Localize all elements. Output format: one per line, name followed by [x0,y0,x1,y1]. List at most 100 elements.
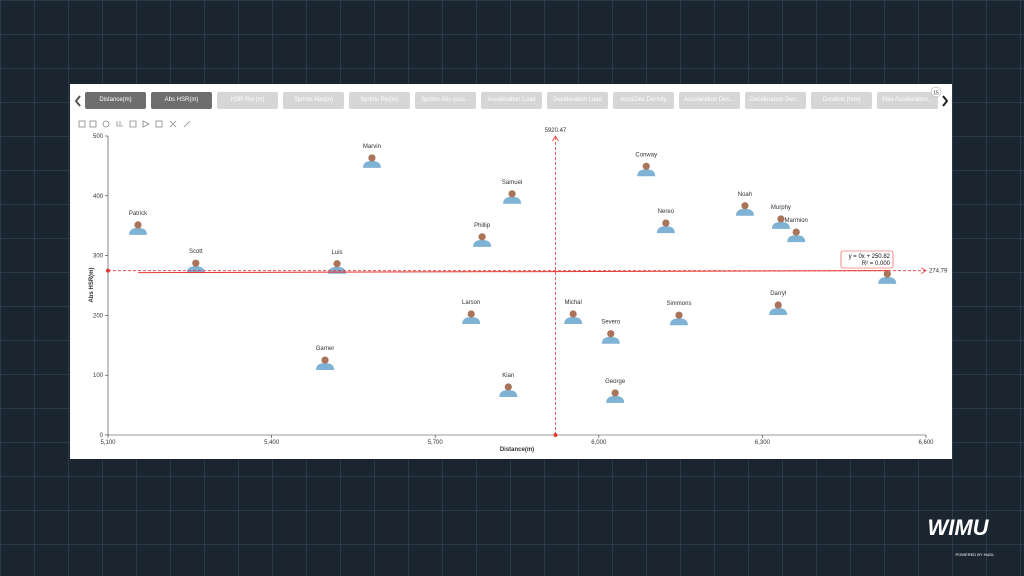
badge [930,86,942,98]
ref-y-label: 274.79 [929,269,948,275]
avatar-head [777,215,785,223]
avatar-body [878,276,897,284]
avatar-head [467,310,475,318]
avatar-body [499,389,518,397]
y-tick-label: 100 [93,373,104,379]
point-label: Phillip [474,223,491,229]
avatar-body [316,363,335,371]
avatar-head [569,310,577,318]
tab[interactable]: Distance(m) [85,92,146,109]
avatar-head [642,162,650,170]
x-tick-label: 6,000 [591,440,607,446]
avatar-head [478,233,486,241]
player-point [128,221,147,235]
tab[interactable]: Sprints Abs(m) [283,92,344,109]
point-label: George [605,379,626,385]
logo-sub: POWERED BY HUDL [955,552,995,557]
player-point [878,270,897,284]
point-label: Samuel [502,180,522,186]
badge-text: 15 [933,90,939,96]
y-tick-label: 0 [100,433,104,439]
tab[interactable]: Duration (mm) [811,92,872,109]
avatar-body [462,316,481,324]
point-label: Murphy [771,205,791,211]
y-tick-label: 400 [93,194,104,200]
tab[interactable]: Acceleration Load [481,92,542,109]
avatar-body [473,239,492,247]
avatar-body [735,208,754,216]
point-label: Kian [502,373,514,379]
point-label: Garner [316,346,335,352]
x-tick-label: 6,600 [918,440,934,446]
avatar-body [328,266,347,274]
player-point [473,233,492,247]
point-label: Scott [189,249,203,255]
trend-label: R² = 0.000 [862,261,891,267]
point-label: Severo [601,320,621,326]
player-point [564,310,583,324]
player-point [735,202,754,216]
player-point [669,311,688,326]
avatar-head [883,270,891,278]
ref-dot [553,433,558,437]
tab[interactable]: Abs HSR(m) [151,92,212,109]
player-point [499,383,518,397]
avatar-head [792,228,800,236]
avatar-head [321,356,329,364]
point-label: Nereo [658,209,675,215]
avatar-head [662,219,670,227]
tab[interactable]: Sprints Abs (cou... [415,92,476,109]
avatar-head [741,202,749,210]
tab[interactable]: Deceleration Load [547,92,608,109]
avatar-body [601,336,620,344]
avatar-head [675,311,683,319]
x-tick-label: 5,700 [428,440,444,446]
tab[interactable]: Max Acceleration... [877,92,938,109]
back-arrow[interactable] [74,95,81,107]
tab[interactable]: Acceleration Den... [679,92,740,109]
x-axis-title: Distance(m) [500,447,534,453]
player-point [601,330,620,344]
logo: WIMU [927,515,989,540]
avatar-body [656,226,675,234]
player-point [637,162,656,177]
avatar-body [362,160,381,168]
y-tick-label: 300 [93,254,104,260]
player-point [362,154,381,168]
point-label: Larson [462,300,480,306]
trend-label: y = 0x + 250.82 [849,254,891,260]
avatar-head [508,190,516,198]
tab[interactable]: Acc&Dec Density [613,92,674,109]
avatar-body [771,221,790,229]
point-label: Noah [738,192,752,198]
avatar-head [504,383,512,391]
ref-arrow [920,267,927,275]
avatar-head [368,154,376,162]
trend-box [840,250,894,269]
avatar-body [637,169,656,177]
player-point [316,356,335,371]
avatar-body [564,316,583,324]
ref-dot [106,268,110,273]
avatar-head [607,330,615,338]
tab[interactable]: HSR Rel (m) [217,92,278,109]
avatar-body [787,235,806,243]
player-point [771,215,790,229]
player-point [186,259,205,274]
avatar-head [774,301,782,309]
tab[interactable]: Deceleration Den... [745,92,806,109]
point-label: Conway [635,152,657,158]
ref-arrow [552,135,559,142]
avatar-body [606,395,625,403]
ref-x-label: 5920.47 [545,128,567,134]
trend-line [137,270,889,274]
next-arrow[interactable] [942,95,949,107]
avatar-head [333,260,341,268]
avatar-body [186,266,205,274]
avatar-head [192,259,200,267]
point-label: Simmons [666,301,691,307]
toolbar[interactable] [78,120,191,128]
tab[interactable]: Sprints Rel(m) [349,92,410,109]
